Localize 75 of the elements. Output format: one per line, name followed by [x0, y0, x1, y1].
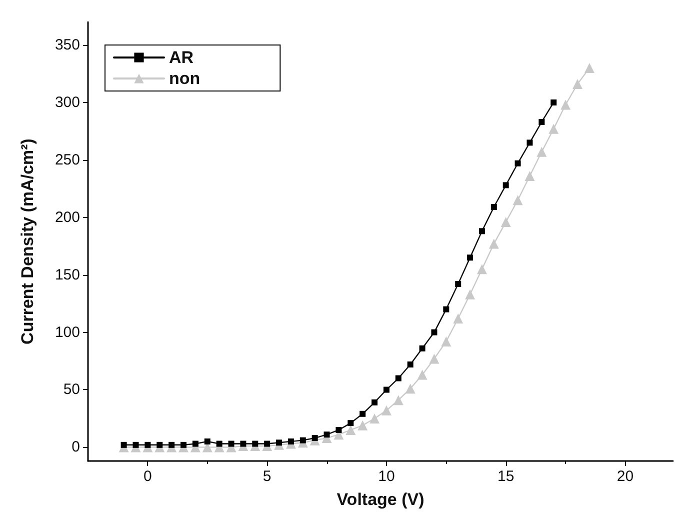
point [312, 435, 318, 442]
point [168, 442, 175, 448]
point [490, 204, 497, 210]
y-tick-label: 250 [54, 151, 80, 168]
y-tick-label: 50 [63, 381, 80, 398]
y-tick-label: 200 [54, 208, 80, 226]
point [584, 62, 594, 73]
x-tick-label: 0 [144, 468, 152, 485]
point [240, 440, 246, 447]
point [370, 413, 380, 424]
y-tick-label: 300 [54, 94, 80, 111]
point [395, 375, 402, 382]
point [455, 281, 462, 288]
y-tick-label: 100 [54, 324, 80, 341]
y-axis-title: Current Density (mA/cm²) [18, 138, 37, 344]
y-tick-label: 0 [72, 438, 80, 456]
legend-label: AR [169, 48, 194, 67]
legend-label: non [169, 69, 200, 88]
x-tick-label: 10 [378, 468, 395, 485]
point [348, 420, 354, 426]
point [383, 386, 390, 393]
point [441, 336, 452, 346]
point [417, 370, 428, 380]
point [324, 432, 330, 438]
point [550, 99, 557, 106]
point [514, 160, 521, 166]
point [536, 146, 547, 157]
point [393, 395, 404, 406]
point [180, 442, 187, 448]
point [465, 289, 476, 300]
point [228, 440, 234, 447]
point [288, 438, 294, 444]
point [252, 440, 258, 447]
point [431, 329, 438, 336]
point [358, 420, 368, 430]
point [204, 438, 210, 444]
point [346, 424, 356, 435]
point [216, 440, 222, 447]
point [478, 228, 485, 234]
point [372, 399, 378, 406]
point [560, 100, 571, 110]
point [192, 440, 198, 447]
point [538, 118, 545, 125]
point [502, 182, 509, 188]
point [526, 140, 533, 146]
point [453, 313, 464, 324]
point [144, 442, 151, 448]
point [120, 442, 127, 448]
y-tick-label: 150 [54, 266, 80, 284]
point [156, 442, 163, 448]
point [264, 440, 270, 447]
point [467, 254, 474, 261]
point [336, 426, 342, 433]
point [429, 354, 440, 364]
point [443, 306, 450, 312]
y-tick-label: 350 [54, 36, 80, 54]
point [500, 216, 511, 227]
point [381, 405, 392, 416]
point [512, 195, 523, 206]
point [419, 345, 426, 352]
x-tick-label: 5 [262, 468, 272, 485]
point [276, 440, 282, 446]
x-tick-label: 15 [498, 468, 514, 485]
x-tick-label: 20 [616, 468, 634, 485]
point [548, 124, 559, 134]
point [360, 410, 366, 417]
point [476, 264, 487, 274]
point [524, 170, 535, 181]
point [488, 238, 499, 249]
point [572, 79, 582, 90]
point [405, 384, 416, 394]
point [132, 442, 139, 448]
x-axis-title: Voltage (V) [336, 490, 424, 509]
point [407, 361, 414, 368]
point [300, 437, 306, 444]
